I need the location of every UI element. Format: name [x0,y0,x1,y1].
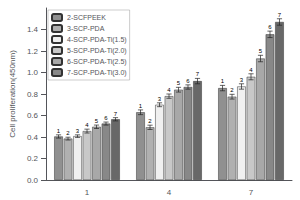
svg-text:6: 6 [268,24,272,30]
svg-text:2: 2 [230,87,234,93]
svg-text:1: 1 [85,188,90,197]
svg-text:0.6: 0.6 [27,111,39,120]
svg-text:0.4: 0.4 [27,133,39,142]
svg-text:7: 7 [249,188,254,197]
svg-text:3: 3 [76,128,80,134]
svg-text:6: 6 [186,78,190,84]
svg-text:2: 2 [148,118,152,124]
svg-text:0.8: 0.8 [27,90,39,99]
svg-text:4: 4 [249,67,253,73]
svg-text:5: 5 [95,118,99,124]
svg-text:0.2: 0.2 [27,154,39,163]
svg-text:4-SCP-PDA-Ti(1.5): 4-SCP-PDA-Ti(1.5) [67,36,127,44]
svg-text:1: 1 [221,78,225,84]
svg-text:3-SCP-PDA: 3-SCP-PDA [67,25,105,32]
svg-text:1.4: 1.4 [27,25,39,34]
svg-text:6: 6 [104,115,108,121]
svg-text:1: 1 [139,103,143,109]
svg-text:2: 2 [66,130,70,136]
svg-text:1.0: 1.0 [27,68,39,77]
svg-text:3: 3 [158,96,162,102]
svg-text:7: 7 [196,71,200,77]
svg-text:7: 7 [278,12,282,18]
svg-text:1.2: 1.2 [27,47,39,56]
svg-text:0.0: 0.0 [27,176,39,185]
svg-text:5: 5 [177,80,181,86]
svg-text:6-SCP-PDA-Ti(2.5): 6-SCP-PDA-Ti(2.5) [67,58,127,66]
svg-text:2-SCFPEEK: 2-SCFPEEK [67,14,106,21]
svg-text:Cell proliferation(450nm): Cell proliferation(450nm) [8,50,17,138]
svg-text:4: 4 [167,188,172,197]
svg-text:4: 4 [167,87,171,93]
svg-text:7: 7 [114,111,118,117]
svg-text:7-SCP-PDA-Ti(3.0): 7-SCP-PDA-Ti(3.0) [67,69,127,77]
svg-text:5-SCP-PDA-Ti(2.0): 5-SCP-PDA-Ti(2.0) [67,47,127,55]
svg-text:4: 4 [85,122,89,128]
svg-text:5: 5 [259,48,263,54]
svg-text:1: 1 [57,128,61,134]
svg-text:3: 3 [240,77,244,83]
